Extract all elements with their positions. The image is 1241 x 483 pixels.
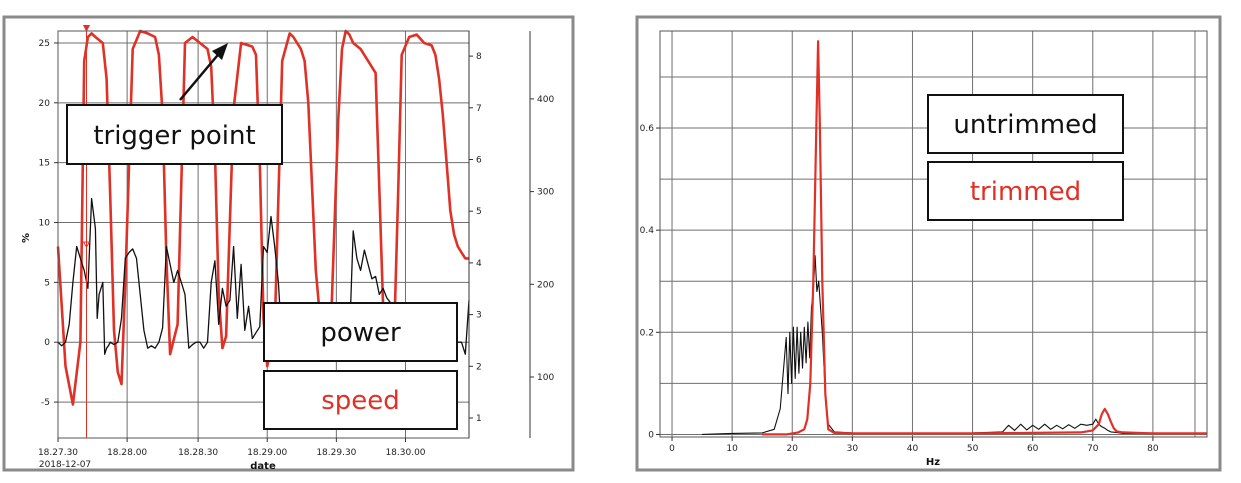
legend-trimmed-label: trimmed — [970, 177, 1081, 207]
left-y-tick-label: 25 — [39, 39, 50, 49]
right-x-tick-label: 30 — [847, 444, 859, 454]
legend-power-box — [263, 302, 458, 362]
left-x-tick-label: 18.29.30 — [316, 448, 356, 458]
right-y-tick-label: 0.6 — [640, 124, 655, 134]
legend-speed-box — [263, 370, 458, 430]
trigger-marker-point — [82, 241, 91, 248]
trigger-marker-triangle — [83, 25, 90, 32]
right-x-tick-label: 40 — [907, 444, 919, 454]
left-x-axis-label: date — [250, 461, 276, 472]
trigger-arrow-head — [212, 43, 228, 60]
right-plot-area — [660, 31, 1207, 437]
right-x-tick-label: 20 — [787, 444, 799, 454]
left-y-tick-label: 0 — [44, 338, 50, 348]
legend-untrimmed-box — [927, 94, 1124, 154]
right-series-trimmed — [762, 40, 1207, 436]
left-y-tick-label: -5 — [41, 398, 50, 408]
legend-power-label: power — [320, 318, 401, 348]
left-y-axis-label: % — [21, 233, 32, 243]
trigger-arrow — [179, 49, 223, 101]
right-plot-border — [659, 30, 1208, 438]
left-y-tick-label: 20 — [39, 99, 51, 109]
y3-tick-label: 300 — [537, 188, 554, 198]
left-x-tick-label: 18.30.00 — [385, 448, 425, 458]
left-y-tick-label: 10 — [39, 219, 51, 229]
y2-tick-label: 6 — [476, 156, 482, 166]
right-x-tick-label: 0 — [669, 444, 675, 454]
x-start-date-label: 2018-12-07 — [39, 460, 91, 470]
right-x-tick-label: 60 — [1027, 444, 1039, 454]
trigger-point-box — [66, 104, 283, 165]
right-y-tick-label: 0.4 — [640, 226, 655, 236]
left-x-tick-label: 18.28.00 — [107, 448, 147, 458]
y2-tick-label: 1 — [476, 414, 482, 424]
y2-tick-label: 5 — [476, 207, 482, 217]
right-x-axis-label: Hz — [926, 457, 940, 468]
left-x-tick-label: 18.29.00 — [247, 448, 287, 458]
trigger-point-label: trigger point — [93, 121, 255, 151]
y3-tick-label: 200 — [537, 280, 554, 290]
right-series — [702, 40, 1207, 436]
legend-trimmed-box — [927, 161, 1124, 221]
y2-tick-label: 8 — [476, 52, 482, 62]
right-ticks: 0 10 20 30 40 50 60 70 80 0 0.2 0.4 0.6 — [640, 124, 1159, 454]
left-y-tick-label: 15 — [39, 159, 50, 169]
y2-tick-label: 4 — [476, 259, 482, 269]
right-chart: 0 10 20 30 40 50 60 70 80 0 0.2 0.4 0.6 Hz untrimmed… — [635, 15, 1222, 472]
right-x-tick-label: 50 — [967, 444, 979, 454]
y2-tick-label: 3 — [476, 311, 482, 321]
left-x-tick-label: 18.28.30 — [178, 448, 218, 458]
left-y-tick-label: 5 — [44, 278, 50, 288]
y3-tick-label: 100 — [537, 373, 554, 383]
y3-tick-label: 400 — [537, 95, 554, 105]
right-y-tick-label: 0.2 — [640, 328, 654, 338]
right-x-tick-label: 10 — [726, 444, 738, 454]
right-x-tick-label: 80 — [1147, 444, 1159, 454]
legend-untrimmed-label: untrimmed — [953, 110, 1097, 140]
legend-speed-label: speed — [321, 386, 400, 416]
y2-tick-label: 2 — [476, 362, 482, 372]
right-x-tick-label: 70 — [1087, 444, 1099, 454]
right-y-tick-label: 0 — [648, 430, 654, 440]
y2-tick-label: 7 — [476, 104, 482, 114]
left-x-tick-label: 18.27.30 — [38, 448, 78, 458]
